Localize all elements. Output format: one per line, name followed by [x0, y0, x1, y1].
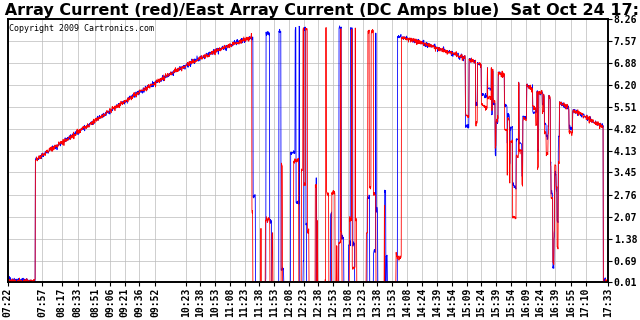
Text: Copyright 2009 Cartronics.com: Copyright 2009 Cartronics.com: [9, 24, 154, 33]
Title: West Array Current (red)/East Array Current (DC Amps blue)  Sat Oct 24 17:55: West Array Current (red)/East Array Curr…: [0, 3, 640, 18]
